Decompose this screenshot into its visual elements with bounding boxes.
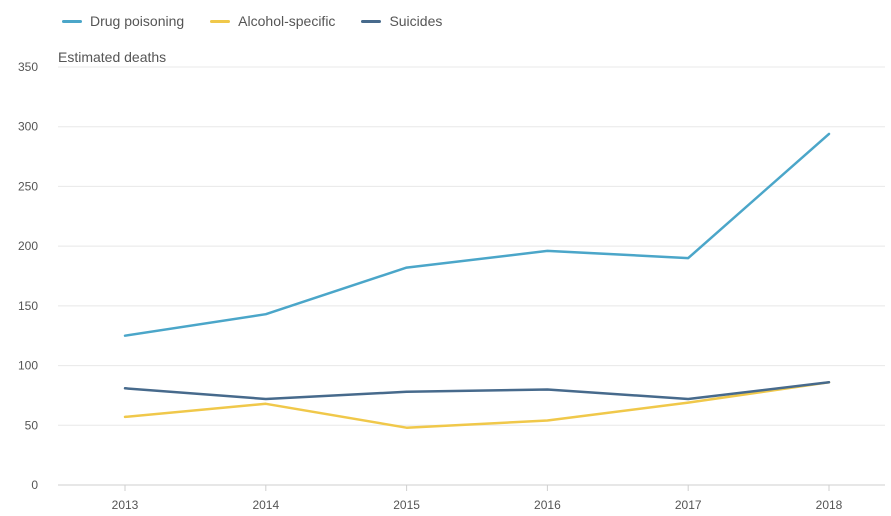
y-tick-label-350: 350	[18, 60, 38, 74]
x-tick-label-2017: 2017	[675, 498, 702, 512]
x-tick-label-2015: 2015	[393, 498, 420, 512]
x-tick-label-2018: 2018	[816, 498, 843, 512]
series-line-alcohol-specific	[123, 381, 831, 429]
y-tick-label-0: 0	[31, 478, 38, 492]
y-tick-label-200: 200	[18, 239, 38, 253]
y-tick-label-150: 150	[18, 299, 38, 313]
legend-label-drug-poisoning: Drug poisoning	[90, 13, 185, 29]
legend-label-suicides: Suicides	[389, 13, 443, 29]
legend-item-drug-poisoning[interactable]: Drug poisoning	[62, 13, 184, 29]
legend-swatch-suicides	[361, 19, 382, 23]
y-tick-label-50: 50	[25, 418, 39, 432]
series-line-drug-poisoning	[123, 132, 831, 337]
y-axis-label: Estimated deaths	[58, 49, 167, 65]
y-tick-label-100: 100	[18, 359, 38, 373]
legend-swatch-alcohol-specific	[210, 19, 231, 23]
x-tick-label-2016: 2016	[534, 498, 561, 512]
x-tick-label-2014: 2014	[252, 498, 279, 512]
legend: Drug poisoning Alcohol-specific Suicides	[62, 13, 442, 29]
series-line-suicides	[123, 381, 831, 401]
legend-swatch-drug-poisoning	[62, 19, 82, 23]
y-tick-label-300: 300	[18, 120, 38, 134]
x-tick-label-2013: 2013	[112, 498, 139, 512]
y-tick-label-250: 250	[18, 179, 38, 193]
legend-item-alcohol-specific[interactable]: Alcohol-specific	[210, 13, 335, 29]
legend-item-suicides[interactable]: Suicides	[361, 13, 442, 29]
legend-label-alcohol-specific: Alcohol-specific	[238, 13, 336, 29]
